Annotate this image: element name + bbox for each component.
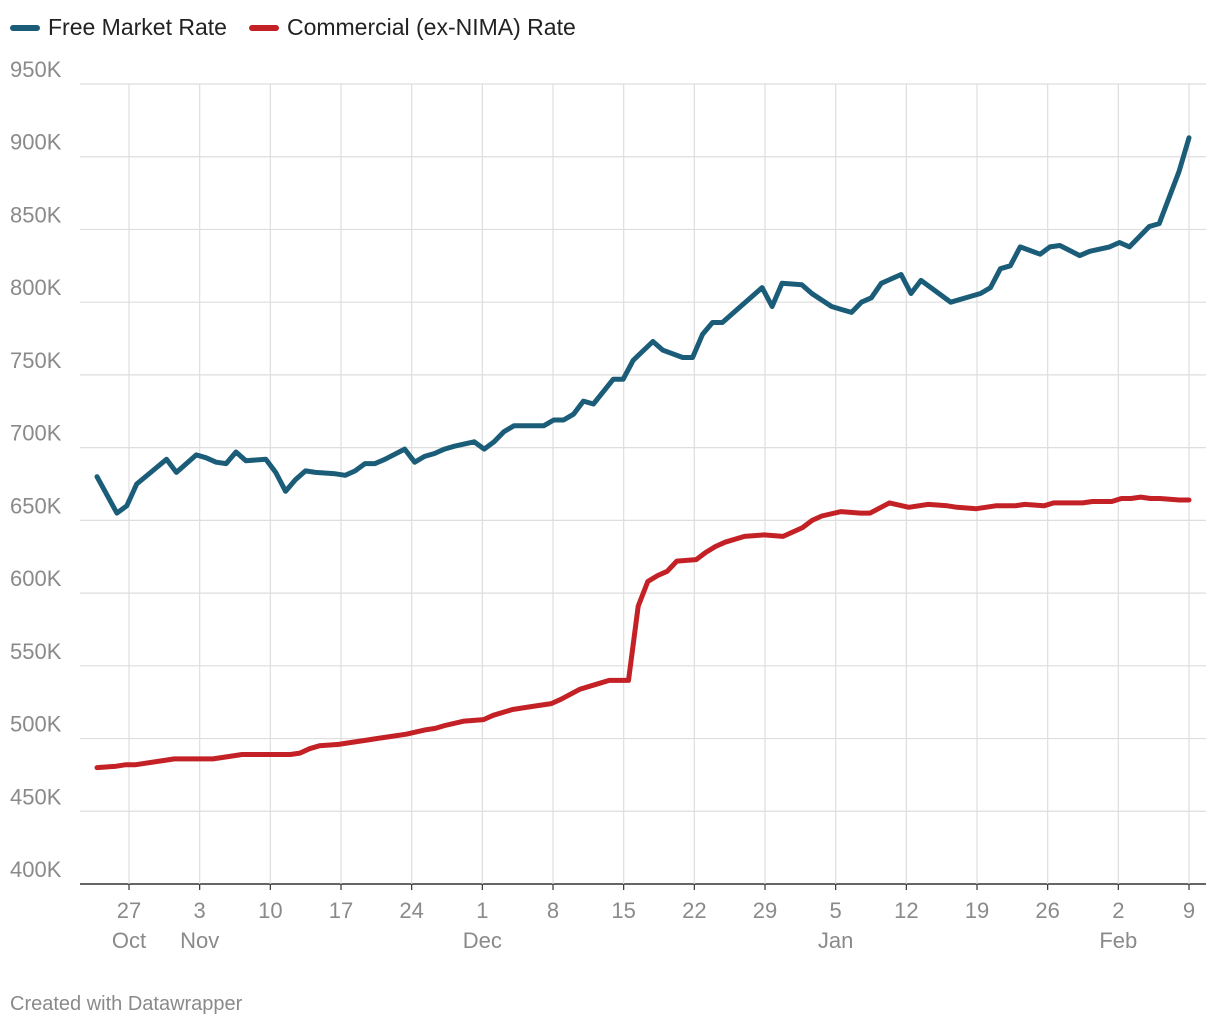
x-tick-label: 9	[1183, 898, 1195, 923]
x-tick-label: 17	[329, 898, 353, 923]
x-tick-label: 27	[117, 898, 141, 923]
x-axis: 27 Oct 3 Nov 10 17 24 1 Dec 8 15 22 29 5 Jan 12 19 26 2 Feb…	[112, 884, 1195, 953]
y-tick-label: 450K	[10, 784, 62, 809]
x-tick-sublabel: Feb	[1099, 928, 1137, 953]
x-tick-label: 8	[547, 898, 559, 923]
x-tick-label: 26	[1035, 898, 1059, 923]
x-tick-label: 29	[753, 898, 777, 923]
grid-lines	[80, 83, 1206, 885]
y-tick-label: 950K	[10, 57, 62, 82]
y-tick-label: 400K	[10, 857, 62, 882]
legend-label-commercial: Commercial (ex-NIMA) Rate	[286, 14, 576, 40]
y-tick-label: 800K	[10, 275, 62, 300]
y-tick-label: 750K	[10, 348, 62, 373]
x-tick-label: 12	[894, 898, 918, 923]
y-tick-label: 700K	[10, 421, 62, 446]
y-tick-label: 850K	[10, 202, 62, 227]
y-tick-label: 500K	[10, 712, 62, 737]
series-line-free-market	[94, 135, 1192, 516]
legend-item-free-market: Free Market Rate	[10, 14, 227, 41]
x-tick-label: 19	[965, 898, 989, 923]
x-tick-label: 2	[1112, 898, 1124, 923]
x-tick-label: 24	[399, 898, 423, 923]
x-tick-sublabel: Jan	[818, 928, 853, 953]
y-tick-label: 550K	[10, 639, 62, 664]
x-tick-sublabel: Nov	[180, 928, 219, 953]
x-tick-sublabel: Dec	[463, 928, 502, 953]
x-tick-label: 5	[830, 898, 842, 923]
credit-text: Created with Datawrapper	[10, 993, 243, 1015]
y-tick-label: 650K	[10, 493, 62, 518]
legend-swatch-commercial	[248, 24, 279, 31]
series-lines	[94, 135, 1192, 771]
y-tick-label: 600K	[10, 566, 62, 591]
legend-swatch-free-market	[10, 24, 40, 31]
series-line-commercial	[94, 494, 1192, 771]
x-tick-label: 1	[476, 898, 488, 923]
legend-label-free-market: Free Market Rate	[48, 14, 227, 40]
x-tick-label: 3	[194, 898, 206, 923]
legend-item-commercial: Commercial (ex-NIMA) Rate	[248, 14, 576, 41]
y-axis: 400K 450K 500K 550K 600K 650K 700K 750K 800K 850K…	[10, 57, 62, 882]
y-tick-label: 900K	[10, 130, 62, 155]
x-tick-label: 22	[682, 898, 706, 923]
x-tick-label: 10	[258, 898, 282, 923]
x-tick-label: 15	[611, 898, 635, 923]
x-tick-sublabel: Oct	[112, 928, 146, 953]
chart-legend: Free Market Rate Commercial (ex-NIMA) Ra…	[10, 14, 576, 41]
